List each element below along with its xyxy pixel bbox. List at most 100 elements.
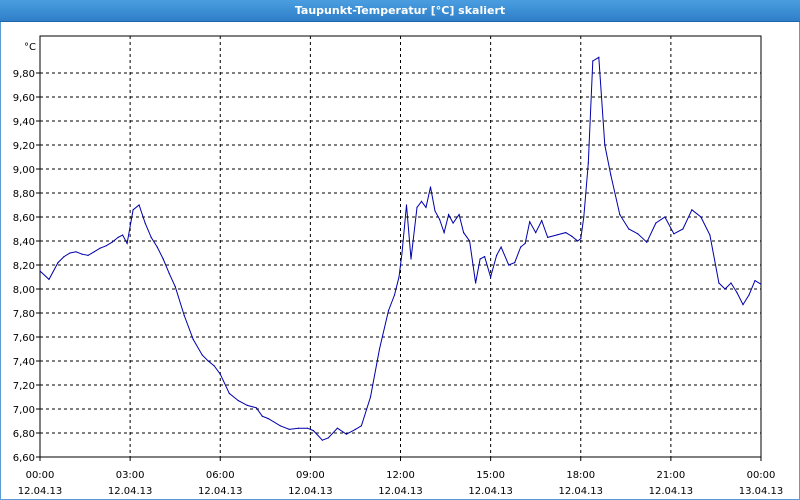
data-point (150, 236, 152, 238)
data-point (255, 407, 257, 409)
data-point (393, 294, 396, 296)
series-line (39, 56, 762, 441)
data-point (547, 236, 549, 238)
data-point (48, 278, 50, 280)
data-point (610, 174, 612, 176)
data-point (583, 216, 585, 218)
data-point (39, 270, 41, 272)
x-tick-time-label: 06:00 (206, 470, 235, 481)
y-tick-label: 7,60 (13, 333, 35, 344)
data-point (604, 144, 606, 146)
data-point (434, 210, 436, 212)
data-point (709, 234, 711, 236)
data-point (228, 392, 230, 394)
y-tick-label: 8,40 (13, 237, 35, 248)
data-point (628, 228, 630, 230)
x-tick-date-label: 13.04.13 (739, 486, 784, 497)
data-point (93, 251, 95, 253)
data-point (479, 258, 481, 260)
y-tick-label: 9,40 (13, 117, 35, 128)
x-tick-time-label: 03:00 (116, 470, 145, 481)
data-point (664, 216, 666, 218)
x-tick-date-label: 12.04.13 (468, 486, 513, 497)
data-point (312, 430, 314, 432)
data-point (327, 437, 329, 439)
data-point (742, 304, 744, 306)
x-tick-date-label: 12.04.13 (108, 486, 153, 497)
data-point (213, 365, 215, 367)
data-point (354, 428, 356, 430)
data-point (598, 56, 600, 59)
y-tick-label: 7,80 (13, 309, 35, 320)
y-axis: °C 6,60 6,80 7,00 7,20 7,40 7,60 7,80 8,00 8,20 8… (13, 42, 40, 464)
data-point (57, 262, 59, 264)
data-point (144, 222, 146, 224)
data-point (524, 242, 526, 244)
data-point (219, 373, 221, 375)
data-point (439, 218, 441, 220)
data-point (237, 400, 239, 402)
y-tick-label: 9,00 (13, 165, 35, 176)
data-point (183, 314, 185, 316)
y-tick-label: 8,60 (13, 213, 35, 224)
data-point (401, 252, 403, 254)
data-point (279, 425, 281, 427)
y-tick-label: 7,20 (13, 381, 35, 392)
data-point (736, 292, 738, 294)
x-axis: 00:00 12.04.13 03:00 12.04.13 06:00 12.04.13 0… (18, 457, 784, 497)
data-point (416, 206, 418, 208)
x-tick-time-label: 12:00 (386, 470, 415, 481)
data-point (420, 200, 423, 202)
x-tick-date-label: 12.04.13 (288, 486, 333, 497)
data-point (646, 241, 648, 243)
data-point (75, 251, 77, 253)
data-point (267, 418, 269, 420)
data-point (700, 216, 702, 218)
data-point (535, 232, 537, 234)
data-point (387, 310, 390, 312)
data-point (508, 264, 510, 266)
data-point (619, 214, 621, 216)
y-tick-label: 8,20 (13, 261, 35, 272)
data-point (398, 276, 400, 278)
data-point (448, 214, 450, 216)
data-point (345, 433, 347, 435)
data-point (718, 282, 720, 284)
data-point (99, 247, 101, 249)
data-point (261, 415, 263, 417)
data-point (496, 254, 498, 256)
x-tick-time-label: 21:00 (656, 470, 685, 481)
data-point (321, 439, 323, 441)
x-tick-time-label: 09:00 (296, 470, 325, 481)
data-point (592, 60, 594, 62)
data-point (111, 241, 113, 243)
data-point (410, 258, 412, 260)
y-tick-label: 9,80 (13, 69, 35, 80)
data-point (760, 283, 762, 285)
data-point (63, 256, 65, 258)
data-point (405, 204, 408, 206)
data-point (105, 245, 107, 247)
data-point (81, 253, 83, 255)
x-tick-date-label: 12.04.13 (378, 486, 423, 497)
data-point (682, 228, 684, 230)
data-point (529, 221, 531, 223)
data-point (443, 232, 445, 234)
data-point (297, 427, 299, 429)
data-point (378, 348, 381, 350)
data-point (587, 162, 589, 164)
data-point (463, 232, 465, 234)
data-point (580, 238, 582, 240)
data-point (122, 234, 124, 236)
data-point (207, 360, 209, 362)
y-tick-label: 9,60 (13, 93, 35, 104)
data-point (117, 236, 119, 238)
data-point (514, 262, 516, 264)
x-tick-date-label: 12.04.13 (649, 486, 694, 497)
y-tick-label: 9,20 (13, 141, 35, 152)
data-point (637, 233, 639, 235)
x-tick-date-label: 12.04.13 (198, 486, 243, 497)
data-point (246, 404, 248, 406)
y-tick-label: 7,40 (13, 357, 35, 368)
data-point (500, 246, 502, 248)
